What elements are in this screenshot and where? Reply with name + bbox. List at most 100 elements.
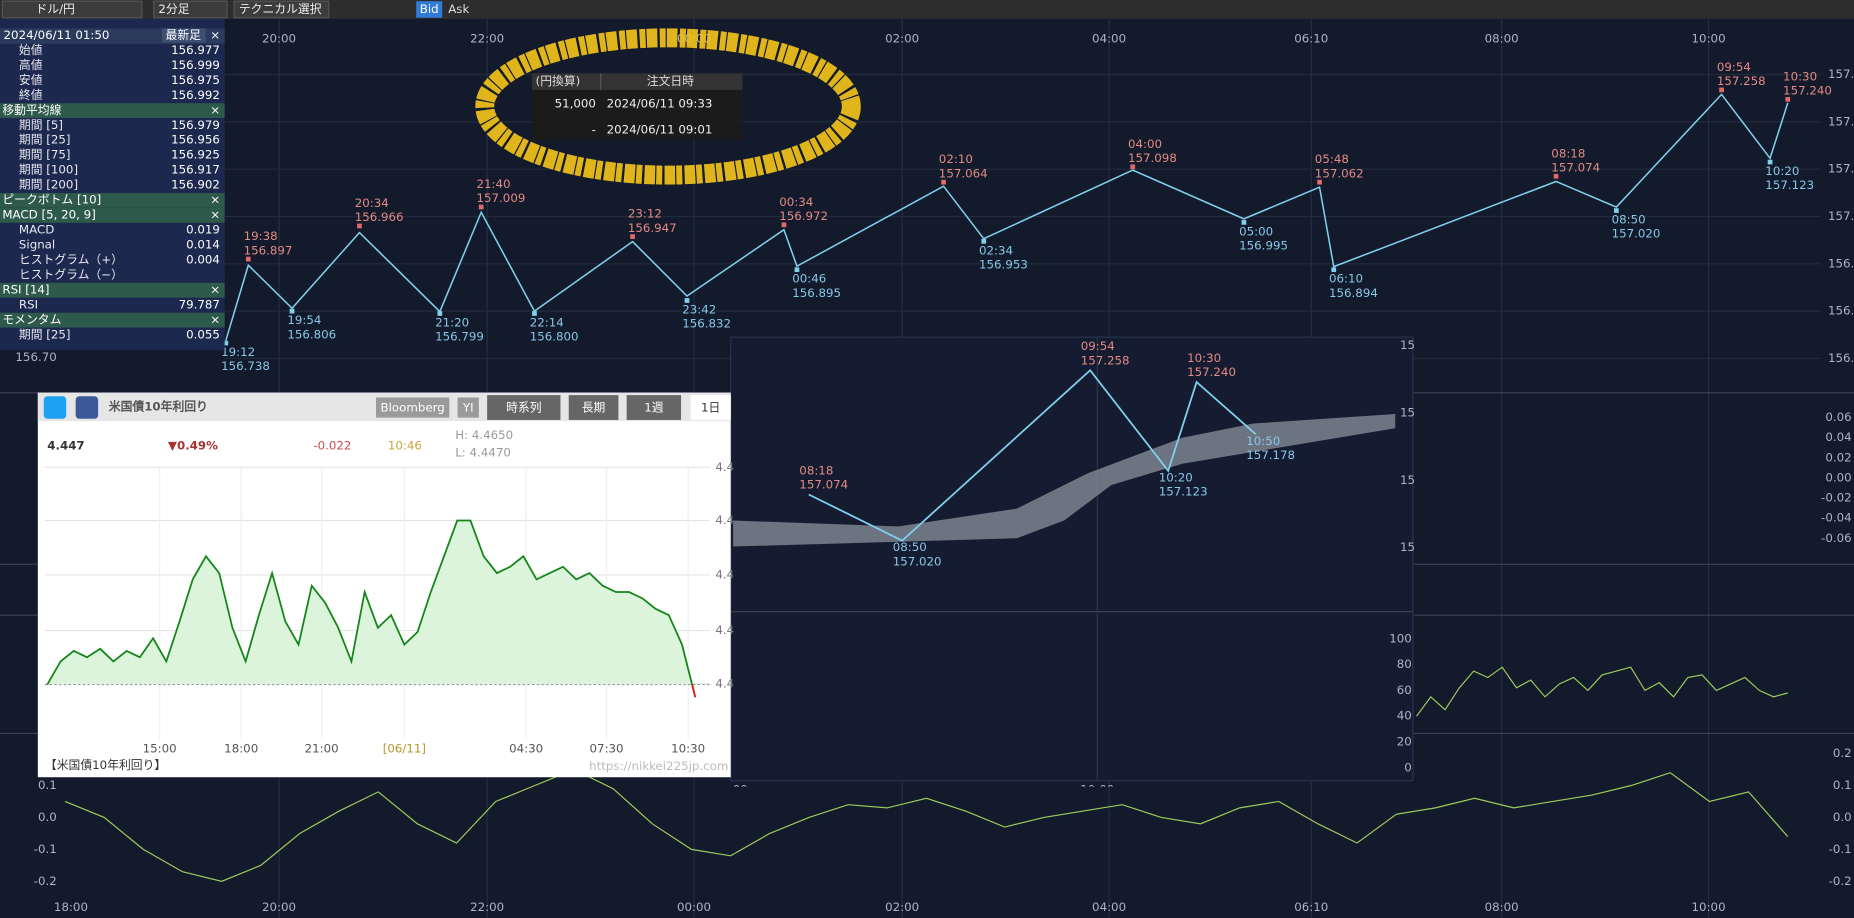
bond-button-label[interactable]: 時系列 — [506, 401, 541, 415]
close-button[interactable]: × — [210, 282, 220, 296]
time-label: 08:00 — [1485, 32, 1519, 46]
bid-label[interactable]: Bid — [420, 2, 439, 16]
macd-tick: -0.06 — [1821, 531, 1852, 545]
bond-x-label: 15:00 — [143, 741, 177, 755]
bottom-price: 156.806 — [287, 327, 336, 341]
close-button[interactable]: × — [210, 208, 220, 222]
facebook-icon — [75, 396, 99, 419]
info-value: 79.787 — [179, 297, 220, 311]
latest-label: 最新足 — [166, 28, 202, 42]
macd-tick: 0.04 — [1825, 430, 1851, 444]
price-tick: 157.0 — [1828, 209, 1854, 223]
ask-label[interactable]: Ask — [448, 2, 469, 16]
momentum-line — [64, 768, 1789, 882]
price-tick: 15 — [1400, 540, 1415, 554]
zoom-label-price: 157.258 — [1081, 353, 1130, 367]
yi-badge — [457, 397, 479, 418]
bottom-marker — [1241, 220, 1247, 225]
bottom-marker — [794, 267, 800, 273]
macd-tick: 0.00 — [1825, 470, 1851, 484]
bottom-price: 156.894 — [1329, 286, 1378, 300]
bond-change: -0.022 — [313, 438, 351, 452]
peak-marker — [1553, 173, 1559, 179]
zoom-window — [730, 336, 1414, 782]
order-date: 2024/06/11 09:33 — [607, 97, 713, 111]
bond-x-label: 04:30 — [509, 741, 543, 755]
bottom-marker — [437, 311, 443, 316]
section-title: モメンタム — [2, 312, 61, 326]
peak-price: 157.258 — [1717, 74, 1766, 88]
momentum-tick: 0.2 — [1833, 746, 1852, 760]
bottom-time: 06:10 — [1329, 272, 1363, 286]
time-label: 10:00 — [1080, 783, 1114, 797]
zoom-label-price: 157.123 — [1159, 485, 1208, 499]
bottom-price: 156.738 — [221, 359, 270, 373]
price-tick: 157.3 — [1828, 67, 1854, 81]
bond-button-label[interactable]: 1日 — [701, 401, 720, 415]
time-label: 18:00 — [54, 900, 88, 914]
bond-yi: YI — [462, 401, 474, 415]
peak-time: 09:54 — [1717, 60, 1751, 74]
rsi-tick: 80 — [1397, 657, 1412, 671]
time-label: 22:00 — [470, 900, 504, 914]
peak-price: 157.009 — [477, 191, 526, 205]
peak-price: 156.966 — [355, 210, 404, 224]
time-label: 00:00 — [677, 900, 711, 914]
momentum-tick: -0.1 — [34, 842, 57, 856]
bond-button[interactable] — [487, 395, 561, 420]
toolbar — [0, 0, 1854, 19]
info-value: 156.925 — [171, 148, 220, 162]
bond-url: https://nikkei225jp.com — [589, 759, 728, 773]
bond-button-label[interactable]: 1週 — [644, 401, 664, 415]
technical-label[interactable]: テクニカル選択 — [239, 2, 322, 16]
bond-button[interactable] — [626, 395, 682, 420]
zoom-label-time: 09:54 — [1081, 339, 1115, 353]
bond-y-label: 4.4 — [715, 567, 734, 581]
bond-line — [46, 519, 697, 698]
bottom-time: 00:46 — [792, 272, 826, 286]
price-tick: 156.8 — [1828, 304, 1854, 318]
zoom-label-price: 157.020 — [893, 554, 942, 568]
info-label: Signal — [19, 237, 55, 251]
info-value: 156.956 — [171, 133, 220, 147]
info-value: 0.004 — [186, 252, 220, 266]
close-button[interactable]: × — [210, 28, 220, 42]
close-button[interactable]: × — [210, 193, 220, 207]
bond-x-label: [06/11] — [383, 741, 426, 755]
bottom-price: 156.799 — [435, 330, 484, 344]
info-label: 期間 [200] — [19, 178, 78, 192]
bond-title: 米国債10年利回り — [108, 399, 208, 413]
bond-area — [47, 520, 696, 698]
momentum-tick: -0.2 — [34, 874, 57, 888]
bond-button[interactable] — [690, 395, 731, 420]
rsi-tick: 20 — [1397, 734, 1412, 748]
bond-x-label: 21:00 — [305, 741, 339, 755]
peak-time: 21:40 — [477, 177, 511, 191]
price-line — [225, 93, 1789, 341]
time-label: 02:00 — [885, 32, 919, 46]
bottom-marker — [532, 311, 537, 316]
info-datetime: 2024/06/11 01:50 — [4, 28, 110, 42]
pair-label[interactable]: ドル/円 — [35, 2, 74, 16]
close-button[interactable]: × — [210, 312, 220, 326]
info-label: ヒストグラム（−） — [19, 267, 123, 281]
section-header — [0, 193, 225, 208]
info-value: 0.014 — [186, 237, 220, 251]
bond-y-label: 4.4 — [715, 623, 734, 637]
bond-button-label[interactable]: 長期 — [582, 401, 606, 415]
time-label: 06:10 — [1294, 900, 1328, 914]
order-amount: - — [592, 123, 596, 137]
info-value: 156.999 — [171, 58, 220, 72]
peak-time: 00:34 — [779, 195, 813, 209]
peak-time: 04:00 — [1128, 137, 1162, 151]
bond-button[interactable] — [568, 395, 619, 420]
bottom-price: 156.832 — [682, 317, 731, 331]
bottom-time: 19:12 — [221, 345, 255, 359]
bottom-time: 10:20 — [1765, 164, 1799, 178]
bottom-price: 156.953 — [979, 257, 1028, 271]
pair-select — [1, 0, 143, 19]
close-button[interactable]: × — [210, 103, 220, 117]
interval-label[interactable]: 2分足 — [158, 2, 189, 16]
